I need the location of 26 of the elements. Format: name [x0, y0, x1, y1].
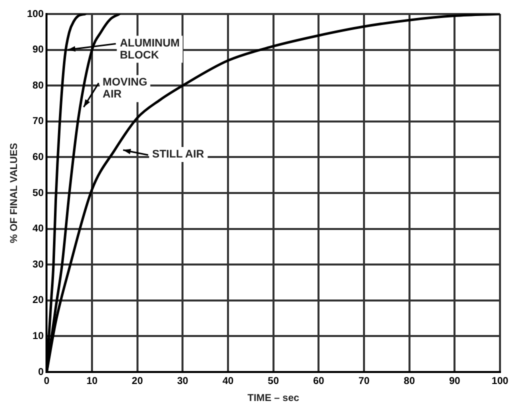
annotation: STILL AIR — [152, 148, 204, 161]
x-tick-label: 90 — [449, 376, 461, 387]
y-tick-label: 90 — [32, 44, 44, 56]
y-tick-label: 80 — [32, 80, 44, 92]
y-tick-label: 0 — [38, 366, 44, 378]
y-tick-label: 60 — [32, 152, 44, 163]
y-tick-label: 20 — [32, 295, 44, 306]
x-axis-title: TIME – sec — [247, 392, 300, 404]
y-axis-title: % OF FINAL VALUES — [8, 142, 20, 244]
x-tick-label: 20 — [132, 376, 144, 387]
x-tick-label: 70 — [358, 376, 370, 387]
annotation: ALUMINUM BLOCK — [120, 37, 180, 62]
x-tick-label: 100 — [492, 376, 509, 387]
x-tick-label: 60 — [313, 376, 325, 387]
x-tick-label: 10 — [86, 376, 98, 387]
y-tick-label: 40 — [32, 224, 44, 235]
y-tick-label: 100 — [26, 8, 44, 20]
y-tick-label: 10 — [32, 330, 44, 342]
x-tick-label: 40 — [222, 376, 234, 387]
annotation: MOVING AIR — [102, 76, 148, 101]
x-tick-label: 50 — [268, 376, 280, 387]
y-tick-label: 30 — [32, 259, 44, 270]
y-tick-label: 70 — [32, 116, 44, 128]
x-tick-label: 80 — [404, 376, 416, 387]
x-tick-label: 30 — [177, 376, 189, 387]
y-tick-label: 50 — [32, 188, 44, 199]
